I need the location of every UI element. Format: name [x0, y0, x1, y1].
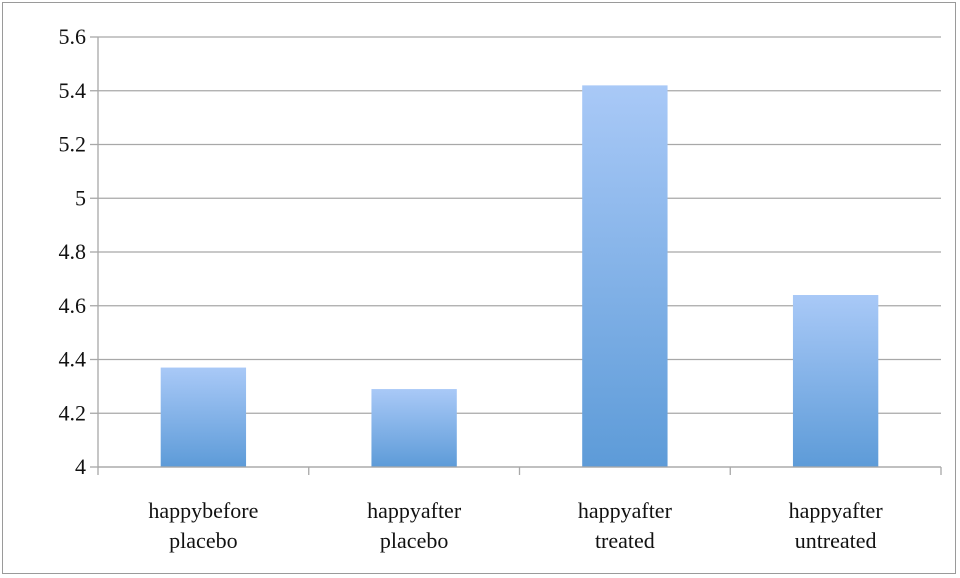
- x-category-label: happyafter treated: [578, 498, 673, 553]
- y-tick-label: 5: [75, 185, 86, 210]
- y-tick-label: 4.4: [59, 347, 87, 372]
- x-category-label: happyafter untreated: [789, 498, 884, 553]
- bar: [160, 367, 247, 467]
- y-tick-label: 4.2: [59, 400, 87, 425]
- bar: [792, 295, 879, 467]
- y-tick-label: 5.6: [59, 24, 87, 49]
- x-category-label: happybefore placebo: [148, 498, 258, 553]
- bar: [371, 389, 457, 467]
- axes: [97, 37, 942, 475]
- x-category-label: happyafter placebo: [367, 498, 462, 553]
- bar: [582, 85, 668, 467]
- y-tick-label: 4.8: [59, 239, 87, 264]
- y-tick-label: 5.2: [59, 132, 87, 157]
- y-tick-label: 4: [75, 454, 86, 479]
- bars: [160, 85, 879, 467]
- y-tick-label: 5.4: [59, 78, 87, 103]
- y-tick-label: 4.6: [59, 293, 87, 318]
- y-tick-labels: 4 4.2 4.4 4.6 4.8 5 5.2 5.4 5.6: [59, 24, 87, 479]
- x-category-labels: happybefore placebo happyafter placebo happy…: [148, 498, 883, 553]
